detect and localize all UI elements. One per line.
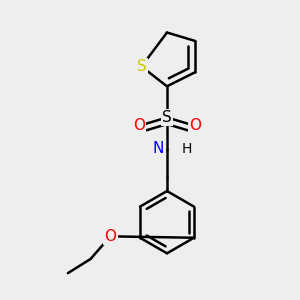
- Text: H: H: [181, 142, 191, 156]
- Text: S: S: [162, 110, 172, 125]
- Text: O: O: [104, 229, 116, 244]
- Text: N: N: [153, 141, 164, 156]
- Text: S: S: [136, 59, 146, 74]
- Text: O: O: [133, 118, 145, 134]
- Text: O: O: [189, 118, 201, 134]
